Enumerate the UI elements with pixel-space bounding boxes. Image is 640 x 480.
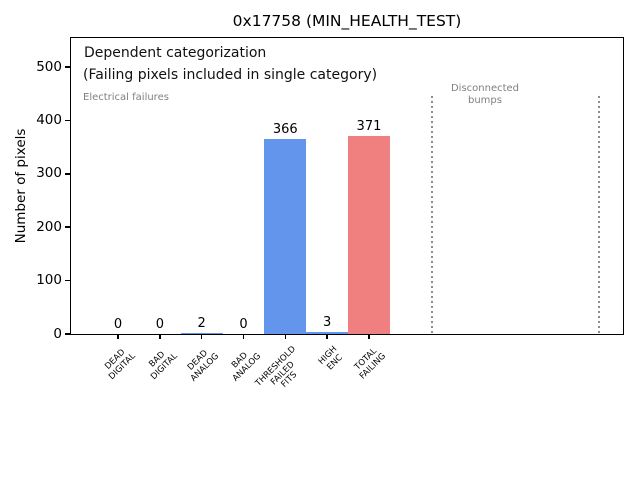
bar-value-label: 0 bbox=[239, 317, 248, 332]
y-tick-mark bbox=[65, 279, 70, 282]
bar-value-label: 0 bbox=[113, 317, 123, 332]
bar-value-label: 3 bbox=[323, 315, 332, 330]
x-tick-mark bbox=[242, 335, 245, 339]
plot-border bbox=[70, 37, 624, 335]
x-tick-mark bbox=[117, 335, 119, 339]
bar-value-label: 371 bbox=[356, 119, 382, 134]
bar-value-label: 0 bbox=[155, 317, 164, 332]
x-tick-label-text: DEAD DIGITAL bbox=[100, 345, 137, 382]
annotation-disconnected-line1: Disconnected bbox=[450, 83, 520, 94]
annotation-disconnected-line2: bumps bbox=[468, 95, 502, 106]
x-tick-mark bbox=[159, 335, 161, 339]
x-tick-label-text: DEAD ANALOG bbox=[182, 345, 221, 384]
x-tick-mark bbox=[326, 335, 328, 339]
y-tick-label: 100 bbox=[36, 272, 62, 289]
bar bbox=[347, 136, 390, 334]
x-tick-mark bbox=[284, 335, 287, 339]
y-tick-mark bbox=[65, 119, 70, 122]
bar bbox=[264, 139, 307, 334]
y-tick-label: 200 bbox=[36, 218, 62, 235]
y-tick-label: 400 bbox=[36, 111, 62, 128]
y-tick-label: 500 bbox=[36, 58, 62, 75]
dotted-separator-line-left bbox=[431, 96, 433, 334]
x-tick-label-text: THRESHOLD FAILED FITS bbox=[253, 344, 311, 402]
x-tick-label-text: TOTAL FAILING bbox=[352, 345, 389, 382]
annotation-disconnected-bumps: Disconnected bumps bbox=[405, 83, 565, 107]
annotation-electrical-failures: Electrical failures bbox=[83, 92, 169, 103]
dotted-separator-line-right bbox=[598, 96, 600, 334]
y-tick-label: 0 bbox=[53, 325, 62, 342]
y-tick-label: 300 bbox=[36, 165, 62, 182]
y-tick-mark bbox=[65, 173, 70, 175]
x-tick-label-text: BAD DIGITAL bbox=[142, 345, 179, 382]
bar bbox=[306, 332, 349, 334]
bar-value-label: 366 bbox=[272, 122, 298, 137]
x-tick-mark bbox=[200, 335, 203, 339]
x-tick-mark bbox=[368, 335, 370, 339]
chart-title: 0x17758 (MIN_HEALTH_TEST) bbox=[232, 12, 462, 30]
annotation-dependent-categorization-line2: (Failing pixels included in single categ… bbox=[83, 67, 378, 83]
y-tick-mark bbox=[65, 226, 70, 228]
y-tick-mark bbox=[65, 66, 70, 68]
y-tick-mark bbox=[65, 333, 70, 335]
bar bbox=[180, 333, 223, 334]
x-tick-label-text: HIGH ENC bbox=[317, 344, 347, 374]
bar-value-label: 2 bbox=[197, 316, 206, 331]
annotation-dependent-categorization-line1: Dependent categorization bbox=[84, 45, 267, 61]
